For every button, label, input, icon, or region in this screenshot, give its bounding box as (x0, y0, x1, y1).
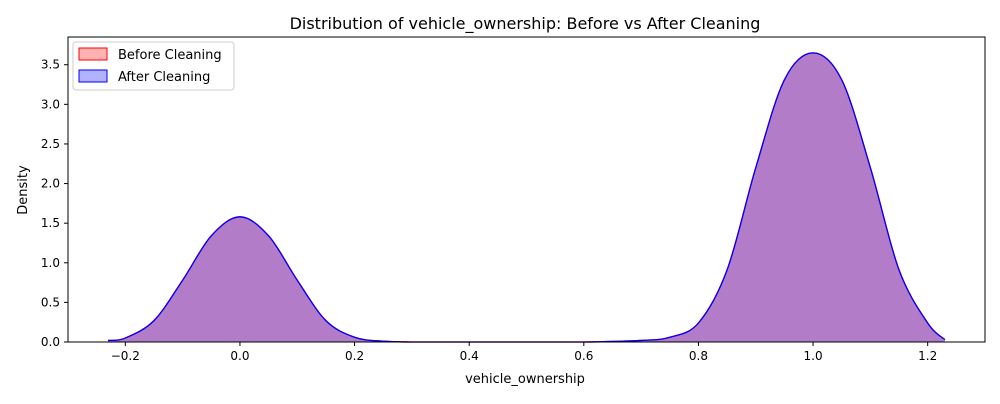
y-tick-label: 0.5 (41, 295, 60, 309)
legend-swatch-before (78, 47, 108, 61)
legend-label-before: Before Cleaning (118, 48, 222, 63)
y-tick-label: 2.5 (41, 137, 60, 151)
legend-label-after: After Cleaning (118, 70, 210, 85)
legend-swatch-after (78, 69, 108, 83)
x-tick-label: 0.0 (230, 349, 249, 363)
y-tick-label: 3.5 (41, 58, 60, 72)
series-areas (108, 52, 946, 343)
x-tick-label: 1.0 (804, 349, 823, 363)
y-tick-label: 1.5 (41, 216, 60, 230)
y-tick-label: 1.0 (41, 256, 60, 270)
x-tick-label: 0.8 (689, 349, 708, 363)
x-tick-label: 0.4 (460, 349, 479, 363)
x-tick-label: 0.2 (345, 349, 364, 363)
area-after-cleaning (108, 52, 945, 343)
y-axis-label: Density (16, 165, 31, 215)
y-tick-label: 0.0 (41, 335, 60, 349)
legend: Before Cleaning After Cleaning (72, 41, 235, 91)
plot-frame (67, 36, 986, 343)
x-axis-label: vehicle_ownership (465, 372, 585, 387)
x-tick-label: 0.6 (574, 349, 593, 363)
y-tick-label: 3.0 (41, 97, 60, 111)
y-tick-label: 2.0 (41, 177, 60, 191)
x-tick-label: 1.2 (918, 349, 937, 363)
x-tick-label: −0.2 (111, 349, 140, 363)
chart-title: Distribution of vehicle_ownership: Befor… (290, 14, 761, 34)
y-axis: 0.0 0.5 1.0 1.5 2.0 2.5 3.0 3.5 (41, 58, 68, 349)
area-before-cleaning (108, 52, 945, 343)
legend-box (72, 41, 235, 91)
x-axis: −0.2 0.0 0.2 0.4 0.6 0.8 1.0 1.2 (111, 342, 937, 363)
